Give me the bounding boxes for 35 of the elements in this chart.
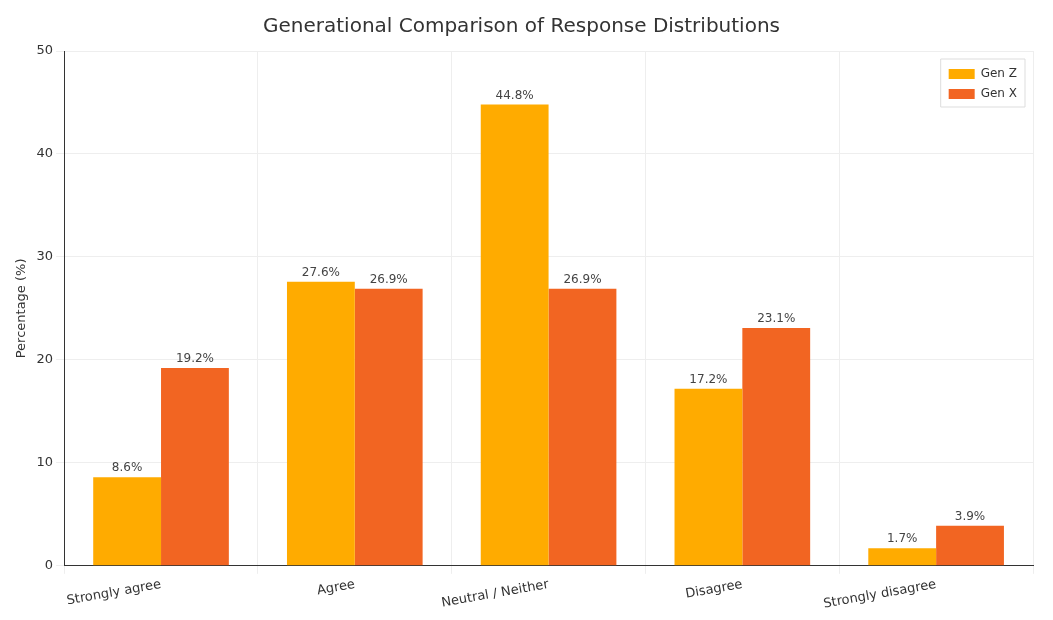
bar xyxy=(161,368,229,566)
x-tick-label: Agree xyxy=(315,575,356,598)
data-label: 1.7% xyxy=(886,531,918,546)
y-tick-label: 30 xyxy=(36,248,54,264)
x-tick-label: Disagree xyxy=(684,575,744,601)
y-tick-label: 50 xyxy=(36,42,54,58)
chart-title: Generational Comparison of Response Distributions xyxy=(263,13,780,38)
y-tick-label: 10 xyxy=(36,454,54,470)
y-tick-label: 0 xyxy=(44,557,54,573)
bar xyxy=(480,104,549,566)
bar xyxy=(548,288,617,566)
bar xyxy=(354,288,423,566)
y-tick-label: 40 xyxy=(36,145,54,161)
x-tick-label: Neutral / Neither xyxy=(440,575,551,610)
data-label: 23.1% xyxy=(757,311,796,326)
data-label: 27.6% xyxy=(301,264,340,279)
data-label: 26.9% xyxy=(563,271,602,286)
bar xyxy=(742,327,811,566)
bar xyxy=(286,281,355,566)
data-label: 44.8% xyxy=(495,87,534,102)
legend-label: Gen Z xyxy=(980,66,1018,81)
data-label: 8.6% xyxy=(111,460,143,475)
data-label: 26.9% xyxy=(369,271,408,286)
bar xyxy=(93,477,162,566)
data-label: 17.2% xyxy=(689,371,728,386)
x-tick-label: Strongly disagree xyxy=(822,575,938,611)
y-axis-title: Percentage (%) xyxy=(13,258,29,359)
legend-label: Gen X xyxy=(980,86,1018,101)
bar xyxy=(868,548,937,566)
data-label: 19.2% xyxy=(175,351,214,366)
bar xyxy=(674,388,743,566)
x-tick-label: Strongly agree xyxy=(65,575,163,608)
data-label: 3.9% xyxy=(954,508,986,523)
bar xyxy=(936,525,1004,566)
y-tick-label: 20 xyxy=(36,351,54,367)
